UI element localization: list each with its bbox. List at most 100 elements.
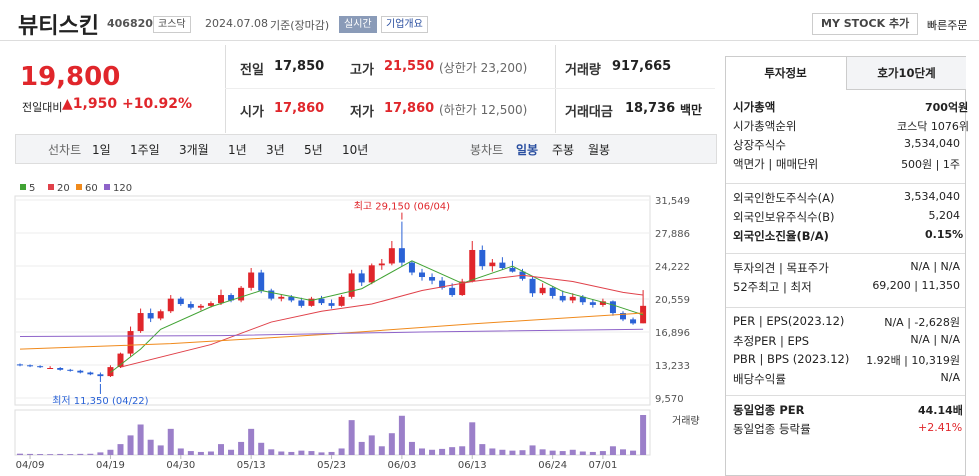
volume-bar bbox=[368, 435, 375, 455]
volume-bar bbox=[539, 449, 546, 455]
candle-body bbox=[569, 296, 576, 301]
candle-body bbox=[559, 295, 566, 301]
volume-bar bbox=[278, 451, 285, 455]
side-label: 외국인한도주식수(A) bbox=[733, 191, 835, 205]
side-tab[interactable]: 투자정보 bbox=[764, 66, 807, 80]
candle-body bbox=[328, 303, 335, 306]
period-tab[interactable]: 3년 bbox=[266, 143, 285, 157]
market-badge: 코스닥 bbox=[153, 16, 191, 33]
period-tab[interactable]: 1일 bbox=[92, 143, 111, 157]
volume-bar bbox=[378, 446, 385, 455]
mystock-button[interactable]: MY STOCK 추가 bbox=[812, 13, 919, 35]
volume-bar bbox=[318, 452, 325, 455]
legend-label: 5 bbox=[29, 183, 35, 194]
legend-swatch bbox=[20, 184, 26, 190]
current-price: 19,800 bbox=[20, 62, 121, 92]
legend-swatch bbox=[104, 184, 110, 190]
volume-bar bbox=[57, 453, 64, 455]
candle-body bbox=[308, 298, 315, 306]
volume-bar bbox=[569, 449, 576, 455]
volume-bar bbox=[429, 449, 436, 455]
summary-value: 17,860 bbox=[274, 101, 325, 116]
volume-bar bbox=[67, 454, 74, 455]
candle-body bbox=[358, 273, 365, 283]
side-value: N/A | -2,628원 bbox=[884, 316, 960, 329]
summary-unit: 백만 bbox=[680, 103, 703, 117]
candle-body bbox=[137, 313, 144, 332]
candle-body bbox=[378, 263, 385, 266]
summary-label: 고가 bbox=[350, 63, 374, 78]
summary-label: 시가 bbox=[240, 105, 264, 120]
candle-body bbox=[238, 287, 245, 301]
volume-bar bbox=[187, 451, 194, 455]
side-label: 시가총액 bbox=[733, 100, 776, 114]
side-divider bbox=[726, 253, 965, 254]
volume-bar bbox=[258, 442, 265, 455]
summary-value: 21,550 bbox=[384, 59, 435, 74]
candle-period-tab[interactable]: 주봉 bbox=[552, 143, 575, 157]
volume-bar bbox=[37, 454, 44, 455]
volume-bar bbox=[328, 451, 335, 455]
legend-swatch bbox=[48, 184, 54, 190]
company-button[interactable]: 기업개요 bbox=[381, 16, 428, 33]
volume-bar bbox=[197, 451, 204, 455]
candle-body bbox=[97, 374, 104, 377]
realtime-button[interactable]: 실시간 bbox=[339, 16, 377, 33]
candle-body bbox=[258, 272, 265, 291]
y-tick-label: 31,549 bbox=[655, 196, 690, 207]
volume-bar bbox=[459, 446, 466, 455]
volume-bar bbox=[218, 444, 224, 455]
legend-swatch bbox=[76, 184, 82, 190]
period-tab[interactable]: 1주일 bbox=[130, 143, 160, 157]
candle-period-tab[interactable]: 월봉 bbox=[588, 143, 611, 157]
stock-name: 뷰티스킨 bbox=[18, 14, 99, 39]
candle-chart-label: 봉차트 bbox=[470, 143, 504, 157]
divider bbox=[555, 45, 556, 133]
legend-label: 120 bbox=[113, 183, 132, 194]
volume-bar bbox=[107, 449, 114, 455]
volume-bar bbox=[559, 451, 566, 455]
volume-bar bbox=[47, 454, 54, 455]
side-label: 외국인보유주식수(B) bbox=[733, 210, 835, 224]
period-tab[interactable]: 10년 bbox=[342, 143, 369, 157]
volume-bar bbox=[97, 452, 104, 455]
side-tab[interactable]: 호가10단계 bbox=[846, 57, 966, 90]
legend-label: 20 bbox=[57, 183, 70, 194]
volume-bar bbox=[620, 449, 626, 455]
y-tick-label: 9,570 bbox=[655, 394, 684, 405]
moving-average bbox=[19, 312, 644, 350]
x-tick-label: 06/24 bbox=[538, 460, 567, 471]
change-value: 1,950 bbox=[72, 96, 118, 112]
side-label: 동일업종 등락률 bbox=[733, 422, 811, 436]
candle-period-tab[interactable]: 일봉 bbox=[516, 143, 539, 157]
volume-bar bbox=[609, 446, 616, 455]
summary-value: 917,665 bbox=[612, 59, 672, 74]
side-label: 동일업종 PER bbox=[733, 403, 805, 417]
candle-body bbox=[298, 300, 305, 306]
volume-label: 거래량 bbox=[672, 415, 700, 427]
volume-bar bbox=[549, 450, 556, 455]
volume-bar bbox=[117, 444, 124, 455]
low-annotation: 최저 11,350 (04/22) bbox=[52, 395, 148, 407]
volume-bar bbox=[419, 448, 425, 455]
period-tab[interactable]: 3개월 bbox=[179, 143, 209, 157]
volume-bar bbox=[388, 433, 395, 455]
side-value: 69,200 | 11,350 bbox=[872, 279, 960, 292]
volume-bar bbox=[589, 451, 596, 455]
candle-body bbox=[47, 368, 54, 370]
y-tick-label: 13,233 bbox=[655, 361, 690, 372]
moving-average bbox=[19, 328, 644, 337]
volume-bar bbox=[469, 422, 476, 455]
candle-body bbox=[408, 262, 415, 273]
quick-order[interactable]: 빠른주문 bbox=[927, 19, 968, 32]
candle-body bbox=[539, 287, 546, 294]
candle-body bbox=[599, 301, 606, 305]
candle-body bbox=[288, 296, 295, 301]
high-annotation: 최고 29,150 (06/04) bbox=[354, 201, 450, 213]
candle-body bbox=[167, 298, 174, 312]
period-tab[interactable]: 5년 bbox=[304, 143, 323, 157]
volume-bar bbox=[137, 424, 144, 455]
candle-body bbox=[429, 277, 436, 281]
period-tab[interactable]: 1년 bbox=[228, 143, 247, 157]
